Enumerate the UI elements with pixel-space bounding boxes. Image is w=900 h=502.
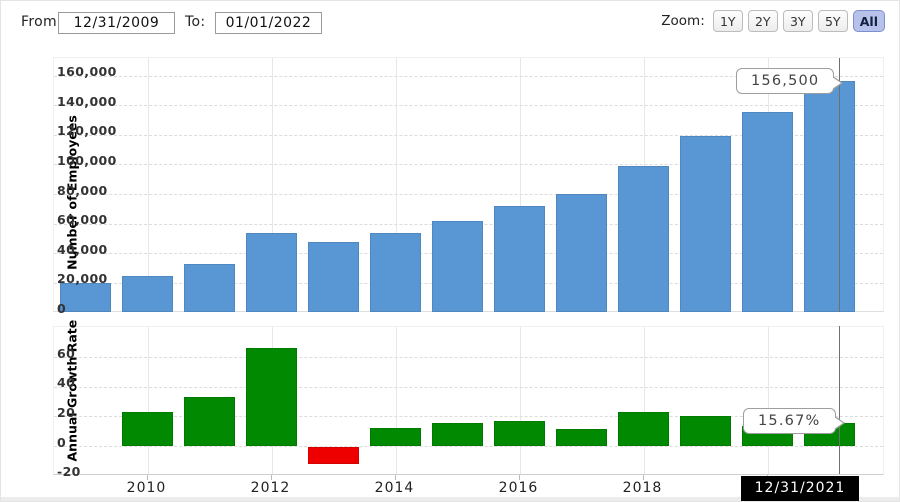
from-label: From: <box>21 14 62 30</box>
bar-2017[interactable] <box>556 193 607 313</box>
zoom-button-3y[interactable]: 3Y <box>782 10 813 32</box>
x-tick-label: 2018 <box>622 480 663 496</box>
horizontal-gridline <box>54 357 883 359</box>
zoom-button-group: 1Y 2Y 3Y 5Y All <box>712 10 885 32</box>
x-tick-mark <box>270 475 272 480</box>
horizontal-gridline <box>54 446 883 447</box>
y-tick-label: 140,000 <box>57 93 117 109</box>
bar-2013[interactable] <box>308 447 359 464</box>
growth-tooltip: 15.67% <box>743 408 844 434</box>
y-tick-label: 60,000 <box>57 212 108 228</box>
y-tick-label: 40,000 <box>57 241 108 257</box>
y-tick-label: 100,000 <box>57 152 117 168</box>
bar-2019[interactable] <box>680 415 731 446</box>
bar-2020[interactable] <box>742 112 793 313</box>
to-date-input[interactable] <box>215 12 322 34</box>
vertical-gridline <box>395 327 397 474</box>
y-tick-label: 120,000 <box>57 123 117 139</box>
x-tick-label: 2014 <box>374 480 415 496</box>
vertical-gridline <box>271 58 273 311</box>
crosshair-date-flag: 12/31/2021 <box>741 476 859 501</box>
horizontal-gridline <box>54 134 883 136</box>
horizontal-gridline <box>54 416 883 418</box>
bar-2012[interactable] <box>246 348 297 446</box>
bar-2021[interactable] <box>804 80 855 313</box>
bottom-border-strip <box>1 497 899 501</box>
bar-2014[interactable] <box>370 233 421 313</box>
y-tick-label: 80,000 <box>57 182 108 198</box>
y-tick-label: 60 <box>57 345 76 361</box>
vertical-gridline <box>395 58 397 311</box>
vertical-gridline <box>147 327 149 474</box>
bar-2015[interactable] <box>432 423 483 446</box>
bar-2019[interactable] <box>680 136 731 313</box>
x-tick-label: 2016 <box>498 480 539 496</box>
growth-chart-plot: Annual Growth Rate -20 0 20 40 60 <box>53 320 884 479</box>
bar-2011[interactable] <box>184 264 235 313</box>
crosshair-line-top <box>839 58 840 312</box>
horizontal-gridline <box>54 386 883 388</box>
bar-2013[interactable] <box>308 241 359 313</box>
zoom-button-2y[interactable]: 2Y <box>747 10 778 32</box>
horizontal-gridline <box>54 105 883 107</box>
bar-2018[interactable] <box>618 411 669 446</box>
x-tick-mark <box>394 475 396 480</box>
horizontal-gridline <box>54 194 883 195</box>
employees-tooltip: 156,500 <box>736 68 844 94</box>
to-label: To: <box>185 14 206 30</box>
bar-2016[interactable] <box>494 421 545 446</box>
horizontal-gridline <box>54 164 883 166</box>
zoom-button-1y[interactable]: 1Y <box>712 10 743 32</box>
y-tick-label: 160,000 <box>57 64 117 79</box>
bar-2017[interactable] <box>556 429 607 446</box>
bar-2018[interactable] <box>618 166 669 313</box>
x-tick-mark <box>146 475 148 480</box>
bar-2014[interactable] <box>370 427 421 446</box>
vertical-gridline <box>147 58 149 311</box>
y-tick-label: -20 <box>57 464 81 480</box>
bar-2012[interactable] <box>246 232 297 313</box>
employees-chart-plot: Number of Employees 0 20,000 40,000 60,000 8… <box>53 57 884 316</box>
from-date-input[interactable] <box>58 12 175 34</box>
zoom-label: Zoom: <box>661 13 705 29</box>
zoom-button-5y[interactable]: 5Y <box>817 10 848 32</box>
x-tick-mark <box>518 475 520 480</box>
bar-2015[interactable] <box>432 220 483 313</box>
vertical-gridline <box>519 58 521 311</box>
y-tick-label: 0 <box>57 434 67 450</box>
x-tick-label: 2010 <box>126 480 167 496</box>
zoom-button-all[interactable]: All <box>852 10 885 32</box>
bar-2009[interactable] <box>60 283 111 313</box>
y-tick-label: 20 <box>57 404 76 420</box>
zoom-controls: Zoom: 1Y 2Y 3Y 5Y All <box>661 10 885 32</box>
bar-2016[interactable] <box>494 205 545 313</box>
horizontal-gridline <box>54 75 883 77</box>
x-tick-mark <box>642 475 644 480</box>
y-tick-label: 0 <box>57 301 67 316</box>
bar-2010[interactable] <box>122 276 173 313</box>
vertical-gridline <box>519 327 521 474</box>
y-tick-label: 20,000 <box>57 271 108 287</box>
crosshair-line-bottom <box>839 326 840 474</box>
bar-2011[interactable] <box>184 397 235 446</box>
x-tick-label: 2012 <box>250 480 291 496</box>
bar-2010[interactable] <box>122 411 173 446</box>
y-tick-label: 40 <box>57 375 76 391</box>
vertical-gridline <box>767 327 769 474</box>
vertical-gridline <box>643 327 645 474</box>
